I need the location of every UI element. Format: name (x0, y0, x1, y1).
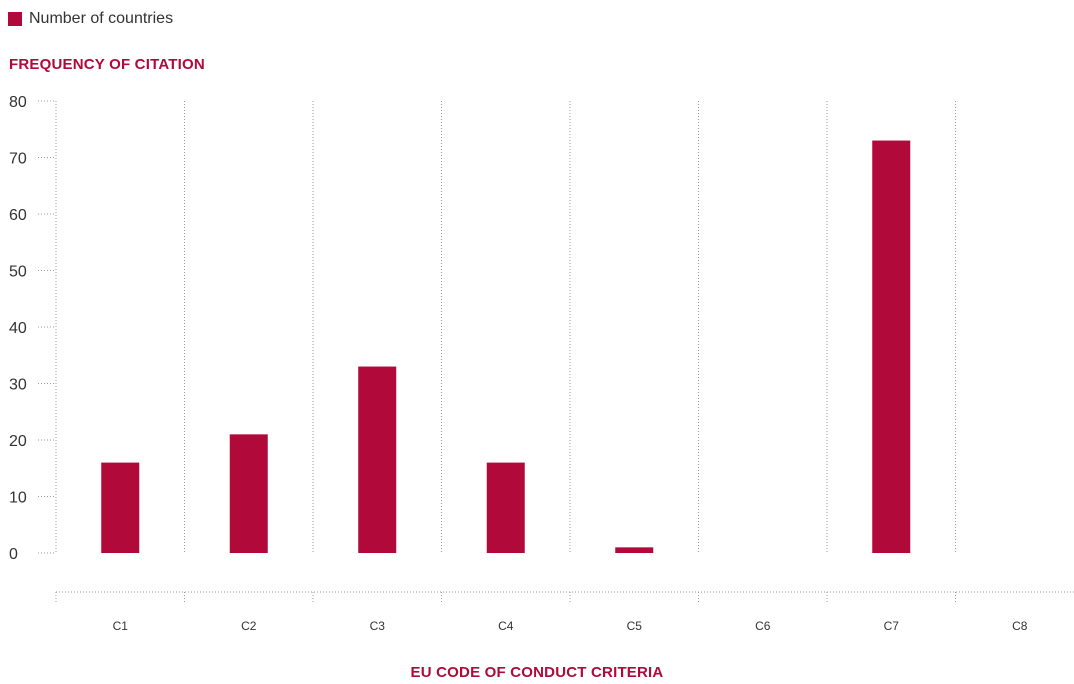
y-tick-label: 20 (9, 433, 27, 450)
y-axis-title: FREQUENCY OF CITATION (9, 56, 205, 73)
y-tick-label: 30 (9, 377, 27, 394)
x-tick-label: C8 (1012, 619, 1028, 633)
y-tick-label: 50 (9, 264, 27, 281)
y-tick-label: 40 (9, 320, 27, 337)
x-axis: C1 C2 C3 C4 C5 C6 C7 C8 (55, 591, 1074, 633)
y-axis-ticks: 0 10 20 30 40 50 60 70 80 (9, 94, 56, 563)
x-tick-label: C5 (627, 619, 643, 633)
bar-c2 (229, 434, 268, 553)
y-tick-label: 60 (9, 207, 27, 224)
legend-swatch (8, 12, 22, 26)
y-tick-label: 80 (9, 94, 27, 111)
grid-lines (55, 101, 956, 553)
legend: Number of countries (8, 10, 173, 28)
x-tick-label: C4 (498, 619, 514, 633)
bar-c5 (615, 547, 654, 553)
y-tick-label: 10 (9, 490, 27, 507)
x-tick-label: C3 (370, 619, 386, 633)
bar-c7 (872, 140, 911, 554)
y-tick-label: 70 (9, 151, 27, 168)
bar-c1 (101, 462, 140, 553)
y-tick-label: 0 (9, 546, 18, 563)
bar-c3 (358, 366, 397, 553)
bars (101, 140, 911, 554)
x-axis-title: EU CODE OF CONDUCT CRITERIA (410, 664, 664, 681)
x-tick-label: C7 (884, 619, 900, 633)
x-tick-label: C2 (241, 619, 257, 633)
x-tick-label: C1 (113, 619, 129, 633)
bar-c4 (486, 462, 525, 553)
x-tick-label: C6 (755, 619, 771, 633)
legend-label: Number of countries (29, 10, 174, 27)
